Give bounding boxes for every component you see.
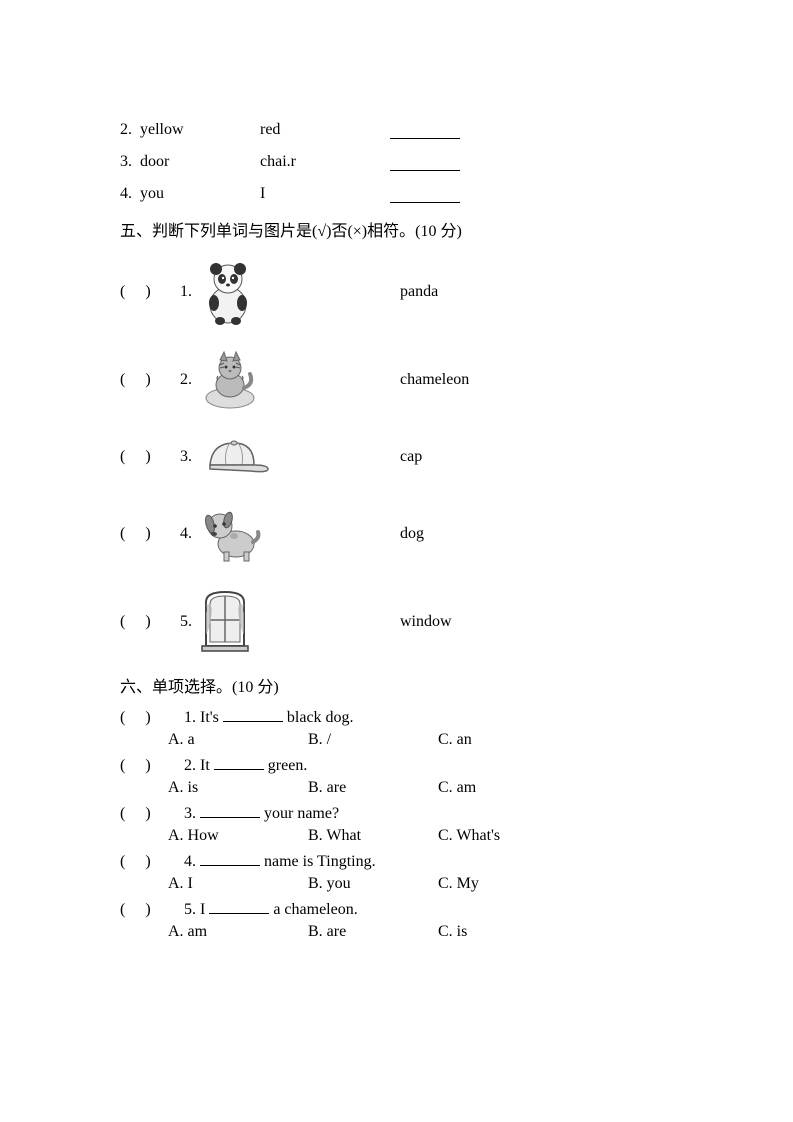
classify-row-4: 4. you I	[120, 179, 680, 209]
choice-c[interactable]: C. What's	[438, 827, 568, 845]
classification-block: 2. yellow red 3. door chai.r 4. you I	[120, 115, 680, 209]
answer-blank[interactable]	[209, 897, 269, 914]
classify-row-2: 2. yellow red	[120, 115, 680, 145]
section5-item-5: ( ) 5. window	[120, 579, 680, 665]
item-num: 1.	[180, 283, 200, 301]
row-word2: chai.r	[260, 153, 390, 171]
q-num: 4.	[184, 853, 196, 870]
dog-icon	[200, 504, 264, 564]
answer-blank[interactable]	[390, 122, 460, 139]
answer-paren[interactable]: ( )	[120, 371, 180, 389]
section6-q4: ( ) 4. name is Tingting.	[120, 849, 680, 871]
section5-title: 五、判断下列单词与图片是(√)否(×)相符。(10 分)	[120, 217, 680, 241]
answer-paren[interactable]: ( )	[120, 805, 180, 823]
q-stem-post: a chameleon.	[269, 901, 357, 918]
answer-paren[interactable]: ( )	[120, 853, 180, 871]
choice-a[interactable]: A. How	[168, 827, 308, 845]
section6-q5: ( ) 5. I a chameleon.	[120, 897, 680, 919]
section6-q2-choices: A. is B. are C. am	[120, 779, 680, 797]
item-num: 2.	[180, 371, 200, 389]
row-word2: red	[260, 121, 390, 139]
item-num: 4.	[180, 525, 200, 543]
answer-blank[interactable]	[214, 753, 264, 770]
item-word: window	[400, 613, 680, 631]
choice-c[interactable]: C. is	[438, 923, 568, 941]
q-stem-post: name is Tingting.	[260, 853, 376, 870]
q-stem-post: black dog.	[283, 709, 354, 726]
choice-a[interactable]: A. I	[168, 875, 308, 893]
choice-a[interactable]: A. a	[168, 731, 308, 749]
item-num: 5.	[180, 613, 200, 631]
item-word: chameleon	[400, 371, 680, 389]
row-word1: door	[140, 153, 270, 171]
q-stem-post: your name?	[260, 805, 339, 822]
choice-b[interactable]: B. /	[308, 731, 438, 749]
section5-item-2: ( ) 2. chameleon	[120, 337, 680, 423]
window-icon	[200, 590, 250, 654]
choice-c[interactable]: C. am	[438, 779, 568, 797]
section6-q2: ( ) 2. It green.	[120, 753, 680, 775]
cat-icon	[200, 350, 260, 410]
cap-icon	[200, 435, 272, 479]
answer-paren[interactable]: ( )	[120, 901, 180, 919]
choice-b[interactable]: B. are	[308, 923, 438, 941]
answer-paren[interactable]: ( )	[120, 448, 180, 466]
section6-title: 六、单项选择。(10 分)	[120, 673, 680, 697]
item-word: dog	[400, 525, 680, 543]
answer-paren[interactable]: ( )	[120, 709, 180, 727]
item-word: panda	[400, 283, 680, 301]
q-num: 1.	[184, 709, 196, 726]
row-word2: I	[260, 185, 390, 203]
item-word: cap	[400, 448, 680, 466]
section6-q1: ( ) 1. It's black dog.	[120, 705, 680, 727]
section5-item-1: ( ) 1. panda	[120, 249, 680, 335]
choice-b[interactable]: B. are	[308, 779, 438, 797]
q-stem-pre: I	[200, 901, 209, 918]
answer-paren[interactable]: ( )	[120, 283, 180, 301]
section6-q3-choices: A. How B. What C. What's	[120, 827, 680, 845]
answer-paren[interactable]: ( )	[120, 757, 180, 775]
q-stem-pre: It	[200, 757, 214, 774]
choice-b[interactable]: B. What	[308, 827, 438, 845]
choice-a[interactable]: A. am	[168, 923, 308, 941]
section6-q1-choices: A. a B. / C. an	[120, 731, 680, 749]
q-stem-pre: It's	[200, 709, 223, 726]
row-word1: yellow	[140, 121, 270, 139]
choice-a[interactable]: A. is	[168, 779, 308, 797]
section6-q3: ( ) 3. your name?	[120, 801, 680, 823]
q-num: 2.	[184, 757, 196, 774]
section6-q4-choices: A. I B. you C. My	[120, 875, 680, 893]
answer-paren[interactable]: ( )	[120, 525, 180, 543]
choice-b[interactable]: B. you	[308, 875, 438, 893]
answer-blank[interactable]	[200, 849, 260, 866]
panda-icon	[200, 257, 256, 327]
answer-blank[interactable]	[200, 801, 260, 818]
choice-c[interactable]: C. an	[438, 731, 568, 749]
worksheet-page: 2. yellow red 3. door chai.r 4. you I 五、…	[0, 0, 680, 941]
section5-item-4: ( ) 4. dog	[120, 491, 680, 577]
section6-q5-choices: A. am B. are C. is	[120, 923, 680, 941]
q-num: 5.	[184, 901, 196, 918]
choice-c[interactable]: C. My	[438, 875, 568, 893]
row-word1: you	[140, 185, 270, 203]
section5-item-3: ( ) 3. cap	[120, 425, 680, 489]
q-stem-post: green.	[264, 757, 308, 774]
answer-blank[interactable]	[390, 186, 460, 203]
answer-blank[interactable]	[223, 705, 283, 722]
answer-paren[interactable]: ( )	[120, 613, 180, 631]
q-num: 3.	[184, 805, 196, 822]
answer-blank[interactable]	[390, 154, 460, 171]
item-num: 3.	[180, 448, 200, 466]
classify-row-3: 3. door chai.r	[120, 147, 680, 177]
